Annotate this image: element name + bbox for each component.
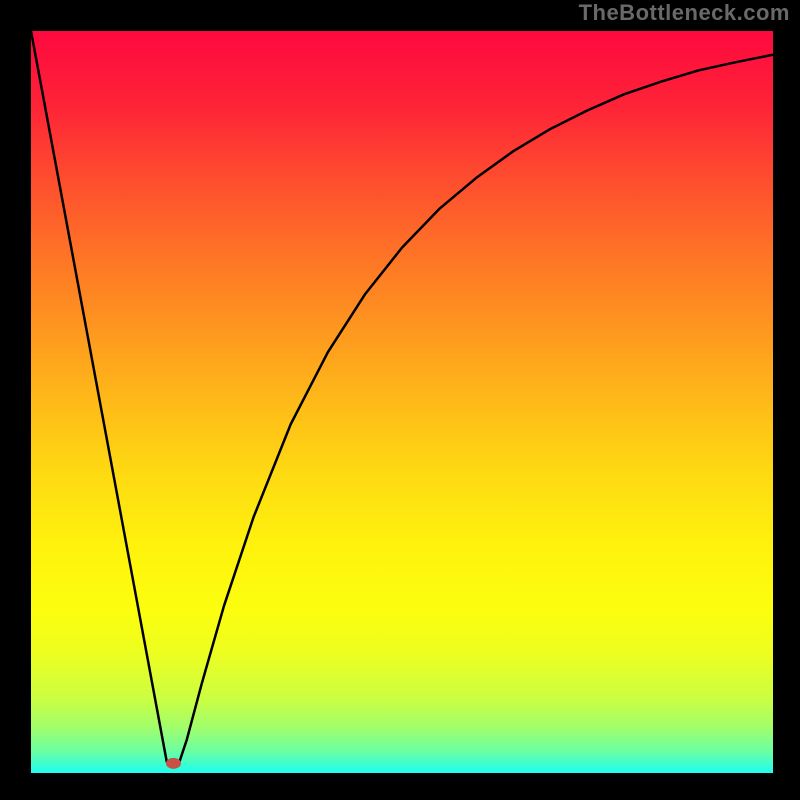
- optimum-marker: [166, 758, 180, 768]
- chart-svg: [0, 0, 800, 800]
- plot-bg-rect: [31, 31, 773, 773]
- watermark-text: TheBottleneck.com: [579, 0, 790, 26]
- chart-frame: TheBottleneck.com: [0, 0, 800, 800]
